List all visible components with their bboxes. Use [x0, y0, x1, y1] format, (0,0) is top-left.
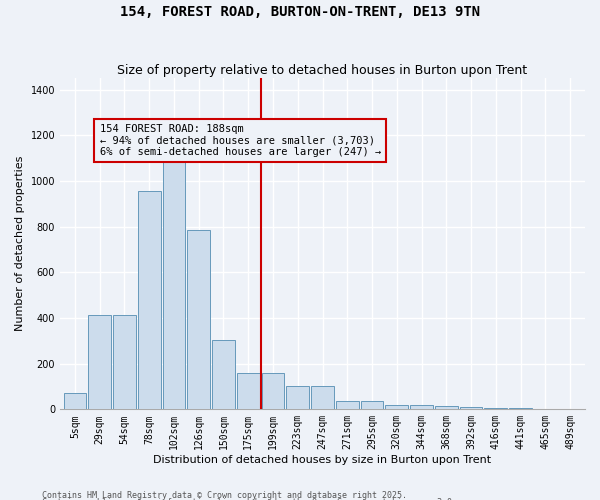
- Bar: [88, 314, 111, 410]
- Y-axis label: Number of detached properties: Number of detached properties: [15, 156, 25, 332]
- Bar: [138, 191, 161, 410]
- Bar: [286, 386, 309, 409]
- Bar: [509, 408, 532, 410]
- X-axis label: Distribution of detached houses by size in Burton upon Trent: Distribution of detached houses by size …: [154, 455, 491, 465]
- Bar: [336, 402, 359, 409]
- Bar: [460, 407, 482, 410]
- Bar: [113, 314, 136, 410]
- Bar: [237, 373, 260, 410]
- Bar: [484, 408, 507, 410]
- Bar: [64, 394, 86, 409]
- Bar: [262, 373, 284, 410]
- Bar: [385, 405, 408, 409]
- Text: Contains HM Land Registry data © Crown copyright and database right 2025.: Contains HM Land Registry data © Crown c…: [42, 490, 407, 500]
- Bar: [361, 402, 383, 409]
- Text: Contains public sector information licensed under the Open Government Licence v3: Contains public sector information licen…: [42, 498, 457, 500]
- Text: 154 FOREST ROAD: 188sqm
← 94% of detached houses are smaller (3,703)
6% of semi-: 154 FOREST ROAD: 188sqm ← 94% of detache…: [100, 124, 381, 157]
- Title: Size of property relative to detached houses in Burton upon Trent: Size of property relative to detached ho…: [118, 64, 527, 77]
- Bar: [212, 340, 235, 409]
- Bar: [163, 154, 185, 410]
- Bar: [311, 386, 334, 409]
- Bar: [435, 406, 458, 409]
- Bar: [187, 230, 210, 410]
- Text: 154, FOREST ROAD, BURTON-ON-TRENT, DE13 9TN: 154, FOREST ROAD, BURTON-ON-TRENT, DE13 …: [120, 5, 480, 19]
- Bar: [410, 405, 433, 409]
